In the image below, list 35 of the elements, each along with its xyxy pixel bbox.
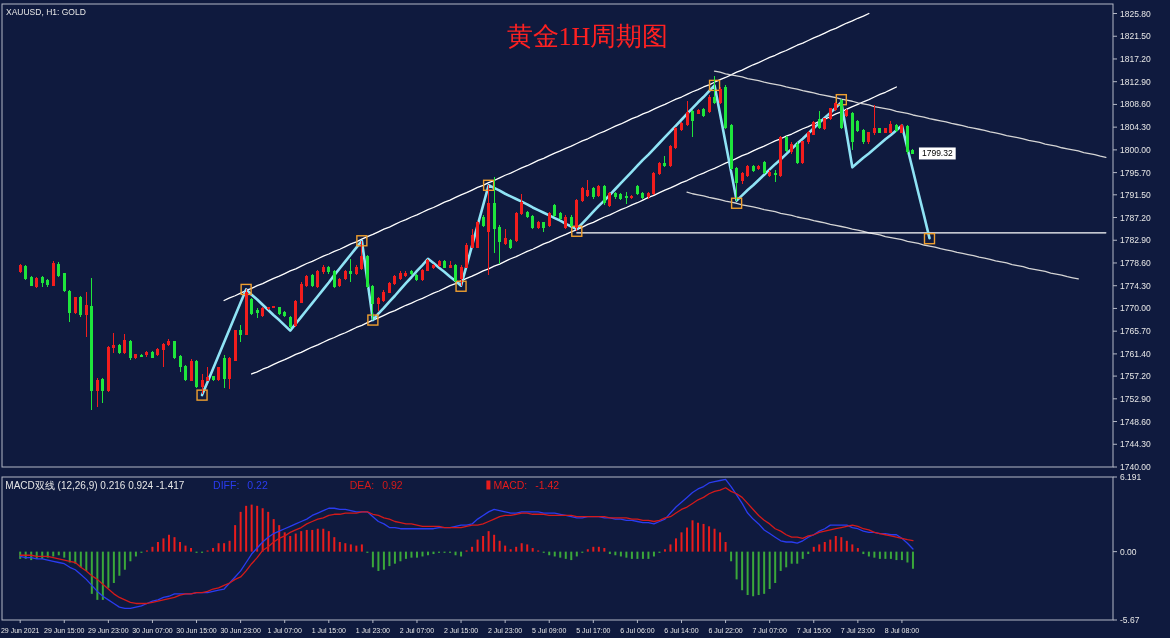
y-tick-label: 1740.00 xyxy=(1120,462,1151,472)
y-tick-label: 1812.90 xyxy=(1120,76,1151,87)
y-tick-label: 1765.70 xyxy=(1120,326,1151,337)
legend: DIFF: xyxy=(213,479,240,491)
y-tick-label: 1752.90 xyxy=(1120,393,1151,404)
y-tick-label: 1795.70 xyxy=(1120,167,1151,178)
y-tick-label: 1761.40 xyxy=(1120,348,1151,359)
y-tick-label: 1782.90 xyxy=(1120,235,1151,246)
annotation: 0.22 xyxy=(247,479,268,491)
y-tick-label: -5.67 xyxy=(1120,615,1140,625)
y-tick-label: 1774.30 xyxy=(1120,280,1151,291)
annotation: 0.92 xyxy=(382,479,403,491)
annotation: 1799.32 xyxy=(918,147,956,160)
y-tick-label: 1757.20 xyxy=(1120,371,1151,382)
legend: MACD: xyxy=(486,479,528,491)
y-tick-label: 6.191 xyxy=(1120,472,1142,482)
y-tick-label: 1778.60 xyxy=(1120,257,1151,268)
title: 黄金1H周期图 xyxy=(506,21,669,51)
y-tick-label: 1748.60 xyxy=(1120,416,1151,427)
y-tick-label: 1808.60 xyxy=(1120,99,1151,110)
y-tick-label: 1817.20 xyxy=(1120,53,1151,64)
y-tick-label: 1770.00 xyxy=(1120,303,1151,314)
y-tick-label: 1821.50 xyxy=(1120,31,1151,42)
y-tick-label: 1804.30 xyxy=(1120,122,1151,133)
y-tick-label: 1791.50 xyxy=(1120,189,1151,200)
y-tick-label: 1787.20 xyxy=(1120,212,1151,223)
legend: DEA: xyxy=(349,479,375,491)
subtitle: XAUUSD, H1: GOLD xyxy=(6,7,86,17)
y-tick-label: 1800.00 xyxy=(1120,144,1151,155)
legend-label: MACD: xyxy=(493,479,528,491)
annotation: -1.42 xyxy=(535,479,560,491)
y-tick-label: 0.00 xyxy=(1120,546,1137,557)
y-tick-label: 1744.30 xyxy=(1120,439,1151,450)
title: MACD双线 (12,26,9) 0.216 0.924 -1.417 xyxy=(5,479,185,491)
y-tick-label: 1825.80 xyxy=(1120,8,1151,19)
